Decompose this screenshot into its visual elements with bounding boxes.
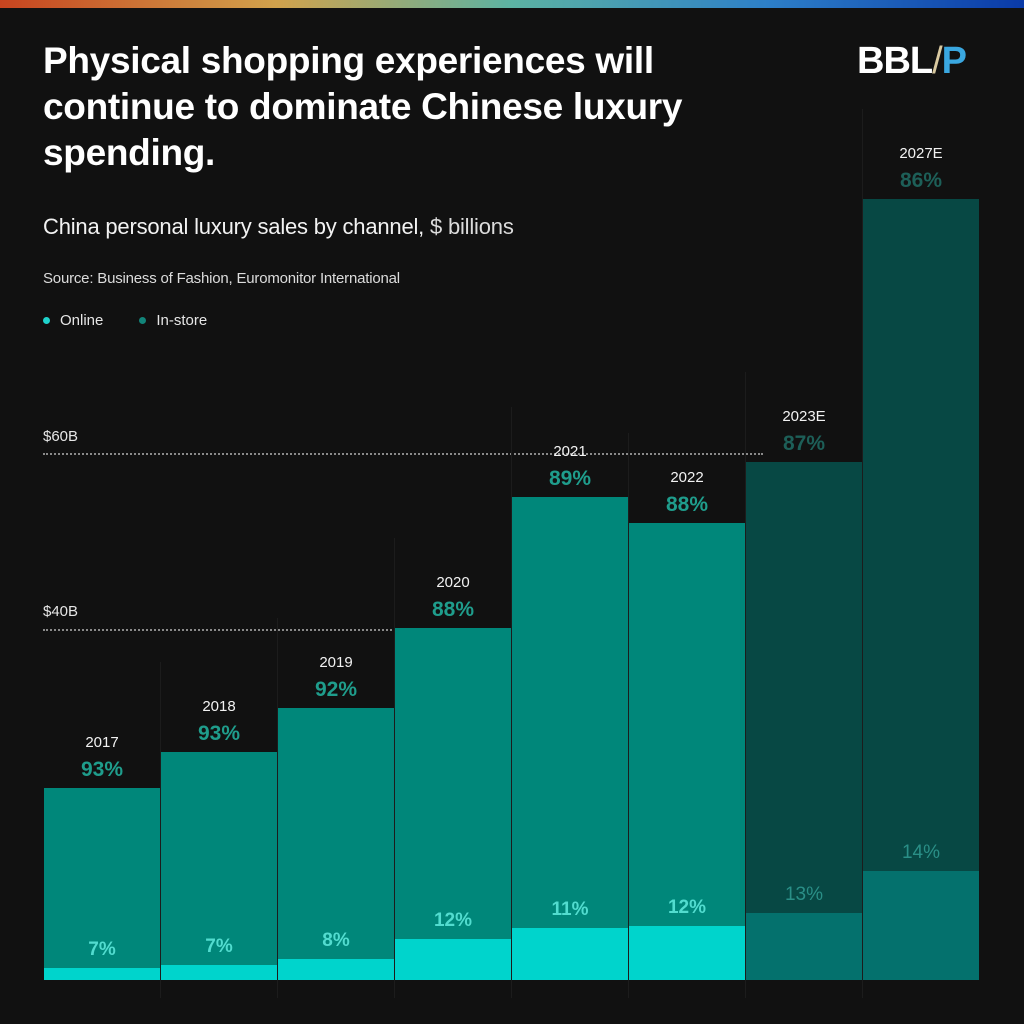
online-segment [629,926,745,980]
instore-segment [863,199,979,871]
y-tick-60b: $60B [43,428,79,445]
online-segment [278,959,394,980]
logo-p: P [941,40,967,82]
bar-2018 [161,752,277,980]
year-label: 2018 [202,698,236,715]
instore-share-label: 86% [899,169,943,192]
instore-share-label: 93% [197,722,241,745]
online-segment [512,928,628,980]
online-dot-icon [43,317,50,324]
y-tick-40b: $40B [43,603,79,620]
column-divider [394,538,395,998]
gradient-top-bar [0,0,1024,8]
online-segment [44,968,160,980]
online-segment [161,965,277,980]
chart-title: Physical shopping experiences will conti… [43,40,683,173]
instore-segment [512,497,628,928]
gridline-60b [43,453,763,455]
year-label: 2027E [899,145,943,162]
year-label: 2023E [782,408,826,425]
chart-subtitle: China personal luxury sales by channel, … [43,214,514,240]
legend: Online In-store [43,312,207,329]
gridline-40b [43,629,403,631]
online-segment [395,939,511,980]
bar-2023E [746,462,862,980]
online-share-label: 13% [784,884,824,905]
instore-segment [44,788,160,968]
online-share-label: 7% [205,936,233,957]
column-divider [277,618,278,998]
instore-segment [395,628,511,939]
instore-dot-icon [139,317,147,324]
instore-segment [746,462,862,913]
instore-segment [161,752,277,965]
brand-logo: BBL/P [857,40,967,83]
instore-share-label: 88% [431,598,475,621]
online-share-label: 12% [433,910,473,931]
logo-slash: / [932,40,943,82]
column-divider [160,662,161,998]
column-divider [628,433,629,998]
legend-label-instore: In-store [156,312,208,329]
legend-item-online: Online [43,312,103,329]
instore-share-label: 93% [80,758,124,781]
online-segment [863,871,979,980]
year-label: 2021 [553,443,587,460]
instore-share-label: 89% [548,467,592,490]
subtitle-main: China personal luxury sales by channel, [43,214,425,239]
logo-main: BBL [857,40,933,82]
online-share-label: 7% [88,939,116,960]
column-divider [511,407,512,998]
bar-2027E [863,199,979,980]
column-divider [745,372,746,998]
online-share-label: 11% [551,899,589,920]
instore-share-label: 88% [665,493,709,516]
column-divider [862,109,863,998]
bar-2020 [395,628,511,980]
year-label: 2017 [85,734,119,751]
instore-segment [278,708,394,959]
online-share-label: 14% [901,842,941,863]
year-label: 2022 [670,469,704,486]
online-share-label: 12% [667,897,707,918]
source-note: Source: Business of Fashion, Euromonitor… [43,270,400,287]
subtitle-unit: $ billions [430,214,514,239]
bar-2017 [44,788,160,980]
legend-item-instore: In-store [139,312,207,329]
bar-2022 [629,523,745,980]
instore-share-label: 87% [782,432,826,455]
year-label: 2019 [319,654,353,671]
online-segment [746,913,862,980]
online-share-label: 8% [322,930,350,951]
year-label: 2020 [436,574,470,591]
bar-2019 [278,708,394,980]
instore-segment [629,523,745,926]
bar-2021 [512,497,628,980]
instore-share-label: 92% [314,678,358,701]
legend-label-online: Online [60,312,104,329]
